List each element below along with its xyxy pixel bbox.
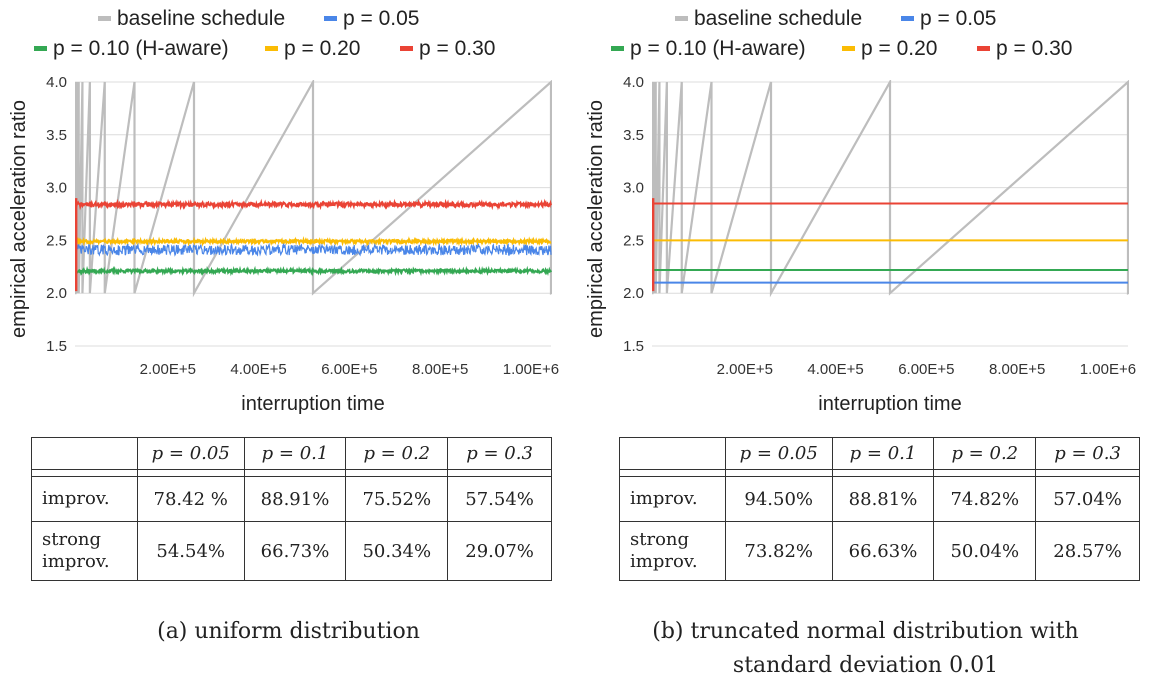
legend-swatch (324, 16, 337, 21)
row-label-improv: improv. (31, 476, 138, 522)
table-cell: 78.42 % (136, 476, 245, 522)
x-tick-label: 1.00E+6 (503, 361, 559, 378)
legend-entry: p = 0.05 (343, 7, 419, 30)
legend-entry: p = 0.05 (920, 7, 996, 30)
x-tick-label: 4.00E+5 (807, 361, 863, 378)
series-line (75, 265, 552, 277)
x-tick-label: 6.00E+5 (321, 361, 377, 378)
y-tick-label: 2.5 (623, 232, 644, 249)
table-cell: 74.82% (933, 476, 1037, 522)
plot-area (652, 80, 1129, 298)
legend-swatch (611, 46, 624, 51)
table-cell: 88.81% (831, 476, 935, 522)
table-cell: 50.04% (933, 521, 1037, 581)
table-header-cell: p = 0.2 (345, 437, 449, 470)
y-tick-label: 1.5 (46, 338, 67, 355)
table-header-cell (619, 437, 726, 470)
y-tick-label: 3.5 (46, 127, 67, 144)
table-cell: 75.52% (345, 476, 449, 522)
caption-line: standard deviation 0.01 (732, 653, 999, 678)
legend-entry: p = 0.30 (419, 37, 495, 60)
row-label-strong-improv: strong improv. (619, 521, 726, 581)
table-header-cell: p = 0.05 (136, 437, 245, 470)
row-label-line: strong (630, 529, 690, 550)
x-tick-label: 8.00E+5 (412, 361, 468, 378)
table-header-cell: p = 0.05 (724, 437, 833, 470)
table-cell: 66.63% (831, 521, 935, 581)
x-axis-title: interruption time (241, 393, 384, 415)
plot-area (75, 80, 552, 298)
table-header-cell (31, 437, 138, 470)
stats-table-truncated-normal: p = 0.05 p = 0.1 p = 0.2 p = 0.3 improv.… (619, 437, 1140, 581)
row-label-line: improv. (42, 551, 110, 572)
legend-swatch (901, 16, 914, 21)
series-line (75, 236, 552, 247)
table-header-cell: p = 0.3 (447, 437, 552, 470)
y-tick-label: 2.0 (623, 285, 644, 302)
table-cell: 94.50% (724, 476, 833, 522)
chart-uniform: baseline schedule p = 0.05 p = 0.10 (H-awa… (8, 7, 559, 415)
table-cell: 57.04% (1035, 476, 1140, 522)
series-baseline-schedule (652, 80, 1129, 298)
legend-swatch (842, 46, 855, 51)
legend-entry: p = 0.10 (H-aware) (53, 37, 229, 60)
table-cell: 57.54% (447, 476, 552, 522)
table-header-cell: p = 0.1 (831, 437, 935, 470)
y-tick-label: 2.0 (46, 285, 67, 302)
row-label-strong-improv: strong improv. (31, 521, 138, 581)
y-tick-label: 1.5 (623, 338, 644, 355)
legend-entry: p = 0.20 (861, 37, 937, 60)
table-cell: 88.91% (243, 476, 347, 522)
table-cell: 50.34% (345, 521, 449, 581)
legend-entry: p = 0.20 (284, 37, 360, 60)
table-cell: 54.54% (136, 521, 245, 581)
table-cell: 66.73% (243, 521, 347, 581)
caption-a: (a) uniform distribution (0, 615, 577, 649)
legend-entry: baseline schedule (694, 7, 862, 30)
legend-swatch (977, 46, 990, 51)
legend-entry: baseline schedule (117, 7, 285, 30)
series-line (75, 242, 552, 257)
x-tick-label: 6.00E+5 (898, 361, 954, 378)
x-tick-label: 8.00E+5 (989, 361, 1045, 378)
caption-line: (b) truncated normal distribution with (652, 619, 1079, 644)
table-cell: 29.07% (447, 521, 552, 581)
stats-table-uniform: p = 0.05 p = 0.1 p = 0.2 p = 0.3 improv.… (31, 437, 552, 581)
caption-line: (a) uniform distribution (157, 619, 420, 644)
y-axis-title: empirical acceleration ratio (8, 100, 30, 338)
x-tick-label: 1.00E+6 (1080, 361, 1136, 378)
x-tick-label: 2.00E+5 (140, 361, 196, 378)
y-tick-label: 3.0 (46, 180, 67, 197)
y-tick-label: 2.5 (46, 232, 67, 249)
x-tick-label: 2.00E+5 (717, 361, 773, 378)
chart-truncated-normal: baseline schedule p = 0.05 p = 0.10 (H-awa… (585, 7, 1136, 415)
table-cell: 73.82% (724, 521, 833, 581)
series-line (75, 198, 552, 211)
legend-entry: p = 0.10 (H-aware) (630, 37, 806, 60)
row-label-line: strong (42, 529, 102, 550)
table-header-cell: p = 0.1 (243, 437, 347, 470)
x-axis-title: interruption time (818, 393, 961, 415)
y-tick-label: 3.5 (623, 127, 644, 144)
table-cell: 28.57% (1035, 521, 1140, 581)
y-axis-title: empirical acceleration ratio (585, 100, 607, 338)
legend-swatch (98, 16, 111, 21)
caption-b: (b) truncated normal distribution with s… (577, 615, 1154, 683)
y-tick-label: 4.0 (623, 74, 644, 91)
row-label-improv: improv. (619, 476, 726, 522)
legend-swatch (34, 46, 47, 51)
y-tick-label: 4.0 (46, 74, 67, 91)
legend-swatch (265, 46, 278, 51)
legend-entry: p = 0.30 (996, 37, 1072, 60)
legend-swatch (400, 46, 413, 51)
panel-uniform: baseline schedule p = 0.05 p = 0.10 (H-awa… (0, 7, 577, 649)
row-label-line: improv. (630, 551, 698, 572)
panel-truncated-normal: baseline schedule p = 0.05 p = 0.10 (H-awa… (577, 0, 1154, 683)
legend-swatch (675, 16, 688, 21)
table-header-cell: p = 0.2 (933, 437, 1037, 470)
table-header-cell: p = 0.3 (1035, 437, 1140, 470)
x-tick-label: 4.00E+5 (230, 361, 286, 378)
series-baseline-schedule (75, 80, 552, 298)
y-tick-label: 3.0 (623, 180, 644, 197)
